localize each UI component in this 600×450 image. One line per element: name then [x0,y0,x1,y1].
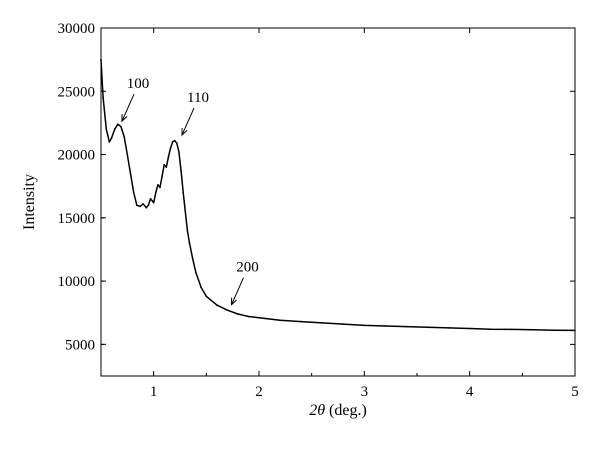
annotation-arrow [181,107,195,136]
data-point [145,206,148,209]
y-tick-label: 25000 [58,84,96,100]
data-point [279,319,281,322]
data-point [178,151,180,153]
annotation-arrow [231,277,244,305]
data-point [132,191,135,194]
data-point [247,315,250,318]
annotation-label: 110 [187,90,209,106]
data-point [195,271,197,274]
data-point [100,58,102,61]
y-tick-label: 10000 [58,274,96,290]
x-tick-label: 1 [150,384,158,400]
annotation-arrowhead [181,128,188,137]
x-axis-label-unit: (deg.) [325,402,367,419]
data-point [105,128,108,131]
x-tick-label: 2 [255,384,263,400]
data-point [165,166,168,168]
data-point [154,191,157,194]
data-point [169,147,172,150]
data-point [186,229,189,232]
peak-annotations: 100 110 200 [121,76,259,306]
data-point [120,125,122,128]
data-point [110,137,113,139]
data-point [173,139,176,142]
data-point [216,304,218,306]
series-line [100,59,576,332]
data-point [532,329,534,331]
data-point [147,204,150,206]
x-axis-ticks: 1 2 3 4 5 [150,28,579,400]
data-point [426,326,429,329]
x-tick-label: 3 [361,384,369,400]
data-point [205,295,208,298]
data-point [188,242,191,244]
data-point [384,325,387,327]
data-point [553,329,555,331]
data-point [191,257,194,260]
data-point [574,329,576,332]
data-point [300,320,302,323]
data-point [152,201,155,204]
data-point [161,175,163,177]
data-point [342,323,345,325]
annotation-arrowhead [230,297,237,306]
y-axis-label: Intensity [21,174,38,230]
x-tick-label: 4 [466,384,474,400]
data-point [180,170,182,172]
x-axis-label: 2θ (deg.) [309,402,367,419]
x-axis-label-variable: 2θ [309,402,325,419]
data-point [129,172,132,175]
data-point [123,136,125,138]
annotation-label: 200 [236,260,259,276]
data-point [200,286,202,289]
data-point [321,322,324,324]
y-tick-label: 5000 [65,337,95,353]
data-point [511,328,513,331]
y-tick-label: 30000 [58,21,96,37]
data-point [167,156,170,158]
data-point [159,186,161,189]
data-point [184,210,187,213]
data-point [102,96,104,99]
data-point [182,191,184,194]
data-point [447,327,450,329]
data-point [157,184,159,186]
data-point [258,316,260,319]
data-point [468,327,471,330]
data-point [142,203,144,205]
data-point [126,153,129,156]
y-tick-label: 15000 [58,211,96,227]
data-point [108,141,111,143]
annotation-arrowhead [121,114,128,123]
data-point [489,328,492,330]
data-point [171,141,174,143]
y-tick-label: 20000 [58,148,96,164]
data-point [117,123,119,125]
data-point [237,313,239,315]
annotation-label: 100 [127,76,150,92]
data-point [363,324,366,327]
series-points [100,58,576,332]
x-tick-label: 5 [571,384,579,400]
data-point [405,325,408,328]
y-axis-ticks: 5000 10000 15000 20000 25000 30000 [58,21,575,353]
annotation-arrow [121,93,135,122]
data-point [113,128,116,131]
data-point [163,163,165,166]
plot-frame [100,27,576,377]
data-point [226,309,229,311]
data-point [136,204,138,206]
data-point [139,205,141,208]
data-point [149,198,152,200]
data-point [176,142,178,144]
